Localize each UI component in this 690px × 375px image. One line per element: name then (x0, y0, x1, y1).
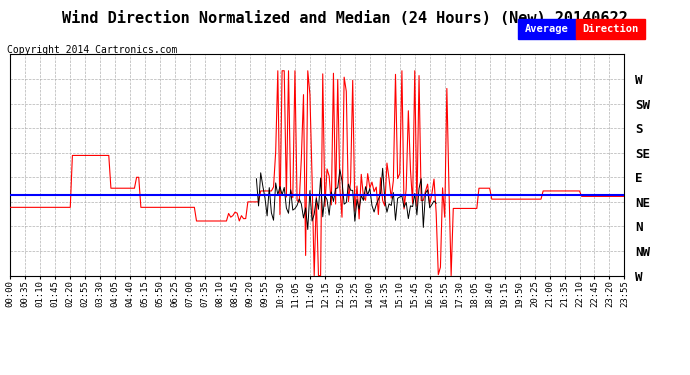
Text: Copyright 2014 Cartronics.com: Copyright 2014 Cartronics.com (7, 45, 177, 55)
Text: Wind Direction Normalized and Median (24 Hours) (New) 20140622: Wind Direction Normalized and Median (24… (62, 11, 628, 26)
Text: Average: Average (525, 24, 569, 34)
Text: Direction: Direction (582, 24, 639, 34)
